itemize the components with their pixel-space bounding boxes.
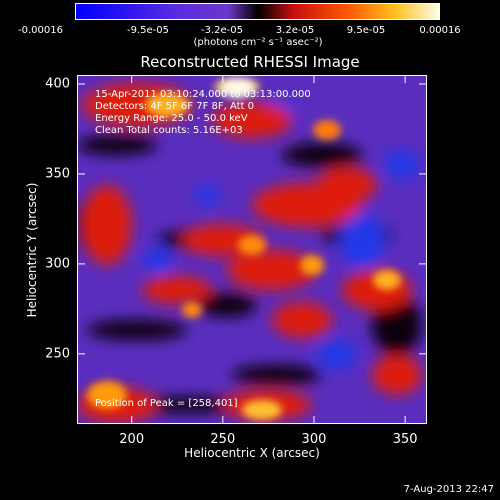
- x-tick-label: 350: [392, 432, 418, 447]
- heatmap-low-region: [317, 340, 357, 370]
- heatmap-canvas: [77, 75, 427, 424]
- annotation-time-range: 15-Apr-2011 03:10:24.000 to 03:13:00.000: [95, 89, 311, 100]
- heatmap-bright-core: [373, 270, 401, 290]
- heatmap-high-region: [227, 250, 317, 290]
- heatmap-dark-band: [282, 143, 362, 167]
- x-tick-label: 200: [119, 432, 145, 447]
- heatmap-bright-core: [145, 93, 189, 117]
- colorbar-tick-label: 0.00016: [419, 25, 461, 36]
- heatmap-high-region: [372, 355, 422, 395]
- colorbar-units: (photons cm⁻² s⁻¹ asec⁻²): [193, 37, 323, 48]
- annotation-peak-position: Position of Peak = [258,401]: [95, 398, 238, 409]
- x-axis-label: Heliocentric X (arcsec): [184, 446, 320, 460]
- annotation-clean-counts: Clean Total counts: 5.16E+03: [95, 125, 243, 136]
- heatmap-dark-band: [232, 365, 322, 385]
- y-tick-label: 300: [45, 256, 70, 272]
- colorbar-tick-label: 3.2e-05: [275, 25, 315, 36]
- colorbar-gradient: [76, 4, 439, 19]
- heatmap-dark-band: [77, 135, 157, 155]
- heatmap-bright-core: [242, 400, 282, 420]
- y-axis-label: Heliocentric Y (arcsec): [25, 182, 39, 318]
- heatmap-bright-core: [300, 255, 324, 275]
- heatmap-dark-band: [197, 293, 257, 317]
- heatmap-bright-core: [313, 120, 341, 140]
- heatmap-low-region: [142, 248, 172, 272]
- heatmap-high-region: [82, 185, 132, 265]
- heatmap-bright-core: [182, 302, 202, 318]
- heatmap-high-region: [272, 302, 332, 338]
- x-tick-label: 250: [210, 432, 236, 447]
- x-tick-label: 300: [301, 432, 327, 447]
- y-tick-label: 350: [45, 166, 70, 182]
- heatmap-high-region: [317, 167, 377, 203]
- y-tick-label: 250: [45, 346, 70, 362]
- heatmap-low-region: [340, 212, 384, 268]
- colorbar: [75, 3, 440, 20]
- y-tick-label: 400: [45, 76, 70, 92]
- colorbar-tick-label: 9.5e-05: [346, 25, 386, 36]
- heatmap-low-region: [195, 185, 219, 205]
- chart-title: Reconstructed RHESSI Image: [140, 53, 360, 71]
- footer-timestamp: 7-Aug-2013 22:47: [403, 484, 494, 495]
- heatmap-bright-core: [87, 381, 127, 409]
- colorbar-tick-label: -9.5e-05: [127, 25, 169, 36]
- annotation-energy-range: Energy Range: 25.0 - 50.0 keV: [95, 113, 248, 124]
- annotation-detectors: Detectors: 4F 5F 6F 7F 8F, Att 0: [95, 101, 255, 112]
- heatmap-dark-band: [372, 295, 422, 355]
- heatmap-low-region: [384, 151, 420, 179]
- colorbar-tick-label: -0.00016: [18, 25, 63, 36]
- heatmap-high-region: [142, 276, 212, 304]
- heatmap-peak-spot: [221, 78, 254, 99]
- heatmap-image: [77, 75, 427, 424]
- heatmap-bright-core: [238, 235, 266, 255]
- colorbar-tick-label: -3.2e-05: [201, 25, 243, 36]
- heatmap-high-region: [212, 102, 292, 138]
- heatmap-dark-band: [127, 397, 247, 413]
- heatmap-dark-band: [87, 320, 187, 340]
